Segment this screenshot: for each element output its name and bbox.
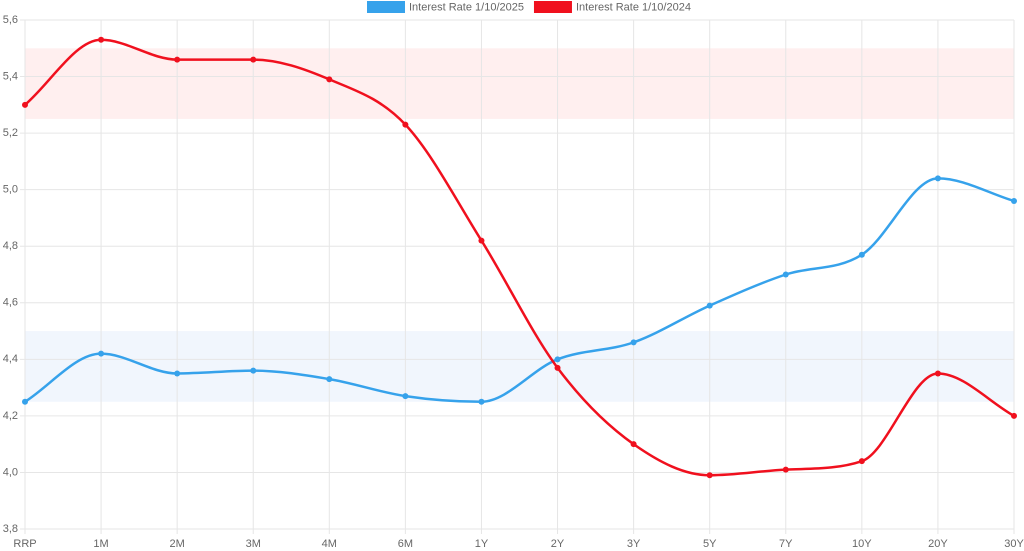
y-tick-label: 4,2 [3,410,18,422]
data-point [858,458,865,465]
x-tick-label: 2M [170,538,185,550]
data-point [706,302,713,309]
data-point [402,393,409,400]
x-tick-label: RRP [13,538,36,550]
band [25,331,1014,402]
y-tick-label: 5,2 [3,127,18,139]
x-tick-label: 7Y [779,538,793,550]
data-point [22,398,28,405]
legend-swatch [533,1,572,13]
grid: 3,8 4,0 4,2 4,4 4,6 4,8 5,0 5,2 5,4 5,6 RRP 1M 2M 3M 4… [3,14,1024,550]
x-tick-label: 1Y [475,538,489,550]
y-tick-label: 3,8 [3,523,18,535]
data-point [174,370,181,377]
data-point [98,36,105,43]
data-point [934,370,941,377]
data-point [326,76,333,83]
data-point [478,398,485,405]
y-tick-label: 5,4 [3,70,18,82]
data-point [174,56,181,63]
data-point [706,472,713,479]
data-point [630,339,637,346]
x-tick-label: 3Y [627,538,641,550]
data-point [554,356,561,363]
x-tick-label: 30Y [1004,538,1024,550]
data-point [934,175,941,182]
lines [22,36,1017,479]
bands [25,48,1014,402]
y-tick-label: 4,0 [3,466,18,478]
x-tick-label: 6M [398,538,413,550]
x-tick-label: 3M [246,538,261,550]
data-point [250,367,257,374]
data-point [22,101,28,108]
data-point [98,350,105,357]
data-point [630,441,637,448]
x-tick-label: 20Y [928,538,948,550]
x-tick-label: 2Y [551,538,565,550]
data-point [250,56,257,63]
x-tick-label: 1M [93,538,108,550]
y-tick-label: 4,6 [3,297,18,309]
x-tick-label: 4M [322,538,337,550]
data-point [326,376,333,383]
y-tick-label: 5,6 [3,14,18,26]
data-point [554,364,561,371]
y-tick-label: 5,0 [3,184,18,196]
x-tick-label: 5Y [703,538,717,550]
data-point [1011,412,1017,419]
data-point [402,121,409,128]
legend-swatch [367,1,405,13]
legend-label: Interest Rate 1/10/2025 [409,1,524,13]
data-point [858,251,865,258]
x-tick-label: 10Y [852,538,872,550]
data-point [782,466,789,473]
data-point [478,237,485,244]
y-tick-label: 4,8 [3,240,18,252]
legend: Interest Rate 1/10/2025 Interest Rate 1/1… [367,1,691,13]
y-tick-label: 4,4 [3,353,18,365]
data-point [1011,197,1017,204]
data-point [782,271,789,278]
legend-label: Interest Rate 1/10/2024 [576,1,691,13]
